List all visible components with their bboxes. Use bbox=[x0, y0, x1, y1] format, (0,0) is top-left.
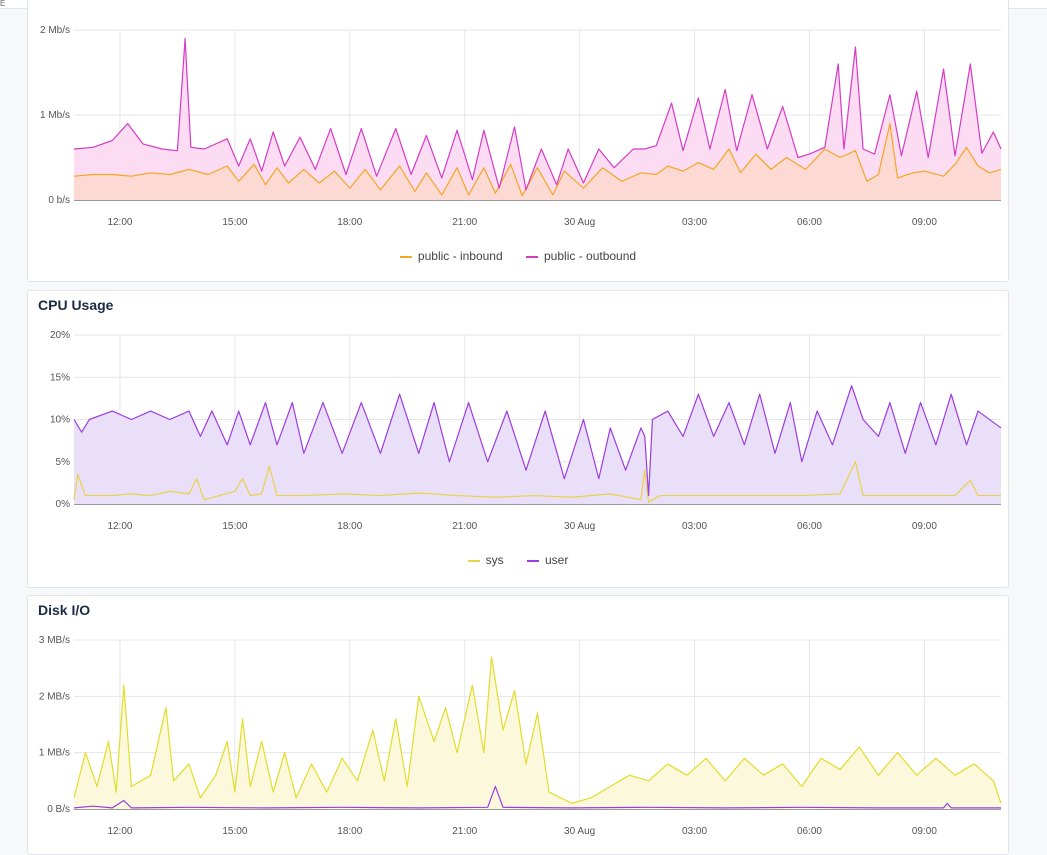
series-area-1-1 bbox=[74, 385, 1001, 504]
x-tick-label: 12:00 bbox=[107, 826, 132, 837]
x-tick-label: 30 Aug bbox=[564, 217, 595, 228]
x-tick-label: 15:00 bbox=[222, 826, 247, 837]
network-chart: 2 Mb/s 1 Mb/s 0 b/s 12:00 15:00 18:00 21:00 30 … bbox=[40, 25, 1002, 228]
series-line-2-1 bbox=[73, 785, 1001, 809]
x-tick-label: 18:00 bbox=[337, 826, 362, 837]
disk-chart: 3 MB/s 2 MB/s 1 MB/s 0 B/s 12:00 15:00 18:00 21… bbox=[39, 635, 1002, 837]
legend-label-sys: sys bbox=[485, 553, 504, 567]
legend-item-sys[interactable]: sys bbox=[467, 553, 504, 567]
y-tick-label: 5% bbox=[56, 457, 71, 468]
x-tick-label: 30 Aug bbox=[564, 521, 595, 532]
x-tick-label: 21:00 bbox=[452, 217, 477, 228]
x-tick-label: 06:00 bbox=[797, 217, 822, 228]
legend-label-inbound: public - inbound bbox=[417, 249, 503, 263]
legend-label-outbound: public - outbound bbox=[544, 249, 637, 263]
x-tick-label: 18:00 bbox=[337, 217, 362, 228]
x-tick-label: 15:00 bbox=[222, 521, 247, 532]
panel-title-cpu: CPU Usage bbox=[38, 297, 114, 313]
x-tick-label: 18:00 bbox=[337, 521, 362, 532]
y-tick-label: 10% bbox=[50, 415, 70, 426]
series-line-1-0 bbox=[73, 461, 1001, 503]
x-tick-label: 09:00 bbox=[912, 217, 937, 228]
legend-swatch-outbound bbox=[526, 255, 538, 258]
corner-mark: E bbox=[0, 0, 6, 8]
series-area-2-0 bbox=[74, 656, 1001, 809]
x-tick-label: 15:00 bbox=[222, 217, 247, 228]
x-tick-label: 21:00 bbox=[452, 826, 477, 837]
series-area-0-1 bbox=[74, 38, 1001, 200]
x-tick-label: 06:00 bbox=[797, 521, 822, 532]
series-line-1-1 bbox=[73, 385, 1002, 497]
legend-item-user[interactable]: user bbox=[527, 553, 568, 567]
x-tick-label: 09:00 bbox=[912, 521, 937, 532]
x-tick-label: 03:00 bbox=[682, 521, 707, 532]
series-line-0-0 bbox=[73, 122, 1002, 197]
y-tick-label: 15% bbox=[50, 372, 70, 383]
y-tick-label: 1 MB/s bbox=[39, 748, 70, 759]
x-tick-label: 21:00 bbox=[452, 521, 477, 532]
panel-title-disk: Disk I/O bbox=[38, 602, 91, 618]
legend-swatch-user bbox=[527, 559, 539, 562]
y-tick-label: 1 Mb/s bbox=[40, 110, 70, 121]
series-line-0-1 bbox=[73, 37, 1002, 191]
y-tick-label: 0% bbox=[56, 499, 71, 510]
x-tick-label: 03:00 bbox=[682, 826, 707, 837]
y-tick-label: 20% bbox=[50, 330, 70, 341]
legend-swatch-inbound bbox=[399, 255, 412, 258]
x-tick-label: 06:00 bbox=[797, 826, 822, 837]
network-panel: 2 Mb/s 1 Mb/s 0 b/s 12:00 15:00 18:00 21:00 30 … bbox=[27, 0, 1009, 282]
legend-swatch-sys bbox=[467, 559, 480, 562]
network-legend: public - inbound public - outbound bbox=[28, 249, 1008, 263]
legend-item-inbound[interactable]: public - inbound bbox=[399, 249, 503, 263]
x-tick-label: 12:00 bbox=[107, 217, 132, 228]
disk-panel: Disk I/O 3 MB/s 2 MB/s 1 MB/s 0 B/s 12:00 15:… bbox=[27, 595, 1009, 855]
legend-label-user: user bbox=[545, 553, 569, 567]
y-tick-label: 2 Mb/s bbox=[40, 25, 70, 36]
legend-item-outbound[interactable]: public - outbound bbox=[526, 249, 636, 263]
cpu-panel: CPU Usage 20% 15% 10% 5% 0% 12:00 15:00 18:00 21… bbox=[27, 290, 1009, 588]
y-tick-label: 2 MB/s bbox=[39, 691, 70, 702]
series-line-2-0 bbox=[73, 656, 1002, 804]
x-tick-label: 09:00 bbox=[912, 826, 937, 837]
y-tick-label: 3 MB/s bbox=[39, 635, 70, 646]
series-area-0-0 bbox=[74, 123, 1001, 200]
x-tick-label: 12:00 bbox=[107, 521, 132, 532]
x-tick-label: 30 Aug bbox=[564, 826, 595, 837]
cpu-legend: sys user bbox=[28, 553, 1008, 567]
cpu-chart: 20% 15% 10% 5% 0% 12:00 15:00 18:00 21:00 30 Aug 0… bbox=[50, 330, 1002, 532]
y-tick-label: 0 b/s bbox=[48, 195, 70, 206]
x-tick-label: 03:00 bbox=[682, 217, 707, 228]
y-tick-label: 0 B/s bbox=[47, 804, 70, 815]
